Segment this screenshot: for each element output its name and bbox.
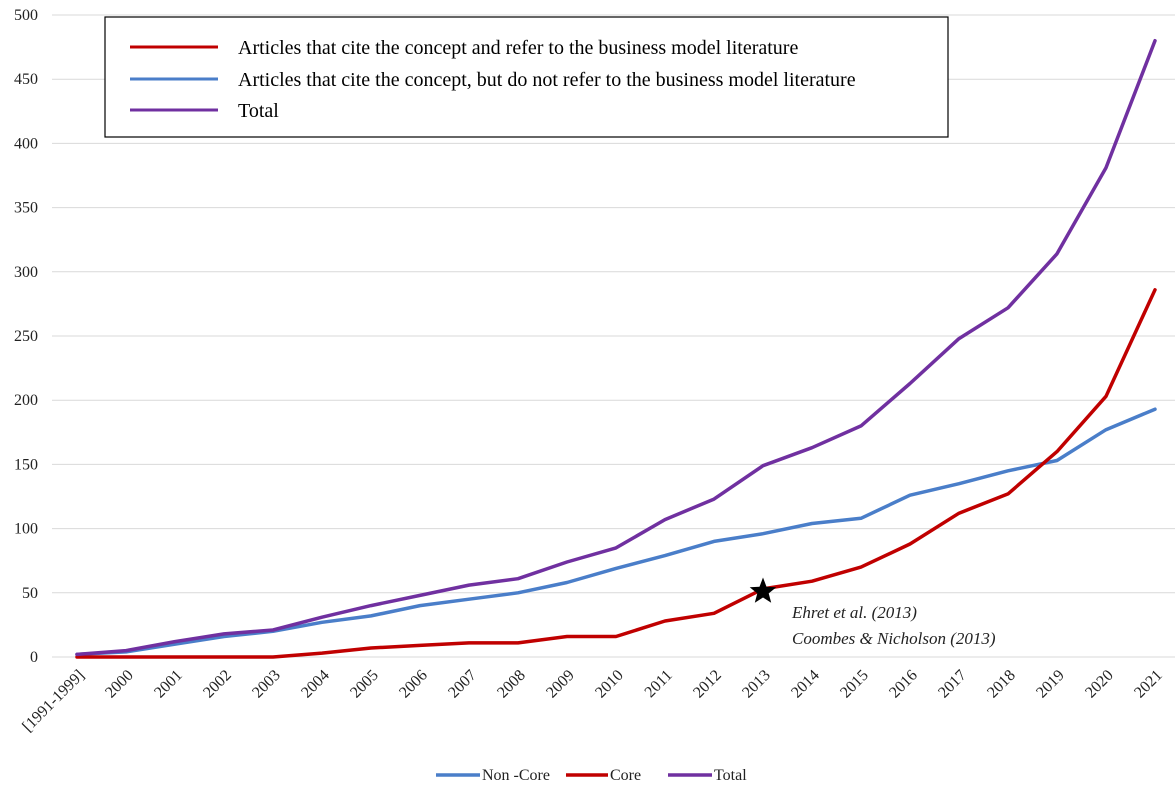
top-legend: Articles that cite the concept and refer… — [104, 16, 949, 138]
x-tick-label: 2015 — [837, 667, 872, 702]
annotation-line-2: Coombes & Nicholson (2013) — [792, 629, 996, 648]
x-tick-label: [1991-1999] — [19, 667, 88, 736]
x-tick-label: 2017 — [935, 667, 970, 702]
x-tick-label: 2004 — [298, 667, 333, 702]
x-tick-label: 2006 — [396, 667, 431, 702]
y-tick-label: 100 — [14, 521, 38, 538]
annotation-line-1: Ehret et al. (2013) — [791, 603, 917, 622]
y-tick-label: 350 — [14, 200, 38, 217]
x-tick-label: 2018 — [984, 667, 1019, 702]
series-line-noncore — [75, 407, 1157, 657]
series-lines — [75, 38, 1157, 659]
y-tick-label: 500 — [14, 7, 38, 24]
x-tick-label: 2013 — [739, 667, 774, 702]
x-tick-label: 2010 — [592, 667, 627, 702]
legend-box — [104, 16, 949, 138]
x-tick-label: 2021 — [1131, 667, 1166, 702]
x-tick-label: 2000 — [102, 667, 137, 702]
x-tick-label: 2005 — [347, 667, 382, 702]
x-tick-label: 2003 — [249, 667, 284, 702]
y-tick-label: 400 — [14, 135, 38, 152]
x-tick-label: 2009 — [543, 667, 578, 702]
bottom-legend-label-noncore: Non -Core — [482, 767, 550, 784]
star-icon — [749, 577, 777, 603]
x-tick-label: 2007 — [445, 667, 480, 702]
x-tick-label: 2012 — [690, 667, 725, 702]
gridlines — [52, 14, 1175, 658]
bottom-legend-label-total: Total — [714, 767, 747, 784]
x-tick-label: 2011 — [642, 667, 676, 701]
annotation: Ehret et al. (2013) Coombes & Nicholson … — [749, 577, 996, 648]
x-tick-label: 2020 — [1082, 667, 1117, 702]
bottom-legend-label-core: Core — [610, 767, 641, 784]
x-tick-label: 2019 — [1033, 667, 1068, 702]
y-tick-label: 50 — [22, 585, 38, 602]
x-tick-label: 2002 — [200, 667, 235, 702]
bottom-legend: Non -Core Core Total — [436, 767, 747, 784]
y-tick-label: 150 — [14, 456, 38, 473]
legend-label-core: Articles that cite the concept and refer… — [238, 37, 798, 59]
legend-label-noncore: Articles that cite the concept, but do n… — [238, 69, 856, 91]
y-tick-label: 450 — [14, 71, 38, 88]
x-tick-label: 2008 — [494, 667, 529, 702]
y-axis-ticks: 0 50 100 150 200 250 300 350 400 450 500 — [14, 7, 38, 666]
x-tick-label: 2014 — [788, 667, 823, 702]
y-tick-label: 250 — [14, 328, 38, 345]
y-tick-label: 0 — [30, 649, 38, 666]
x-axis-ticks: [1991-1999] 2000 2001 2002 2003 2004 2005 2006 2… — [19, 667, 1166, 736]
series-line-core — [75, 288, 1157, 659]
legend-label-total: Total — [238, 100, 279, 122]
series-line-total — [75, 38, 1157, 657]
y-tick-label: 200 — [14, 392, 38, 409]
x-tick-label: 2016 — [886, 667, 921, 702]
y-tick-label: 300 — [14, 264, 38, 281]
x-tick-label: 2001 — [151, 667, 186, 702]
